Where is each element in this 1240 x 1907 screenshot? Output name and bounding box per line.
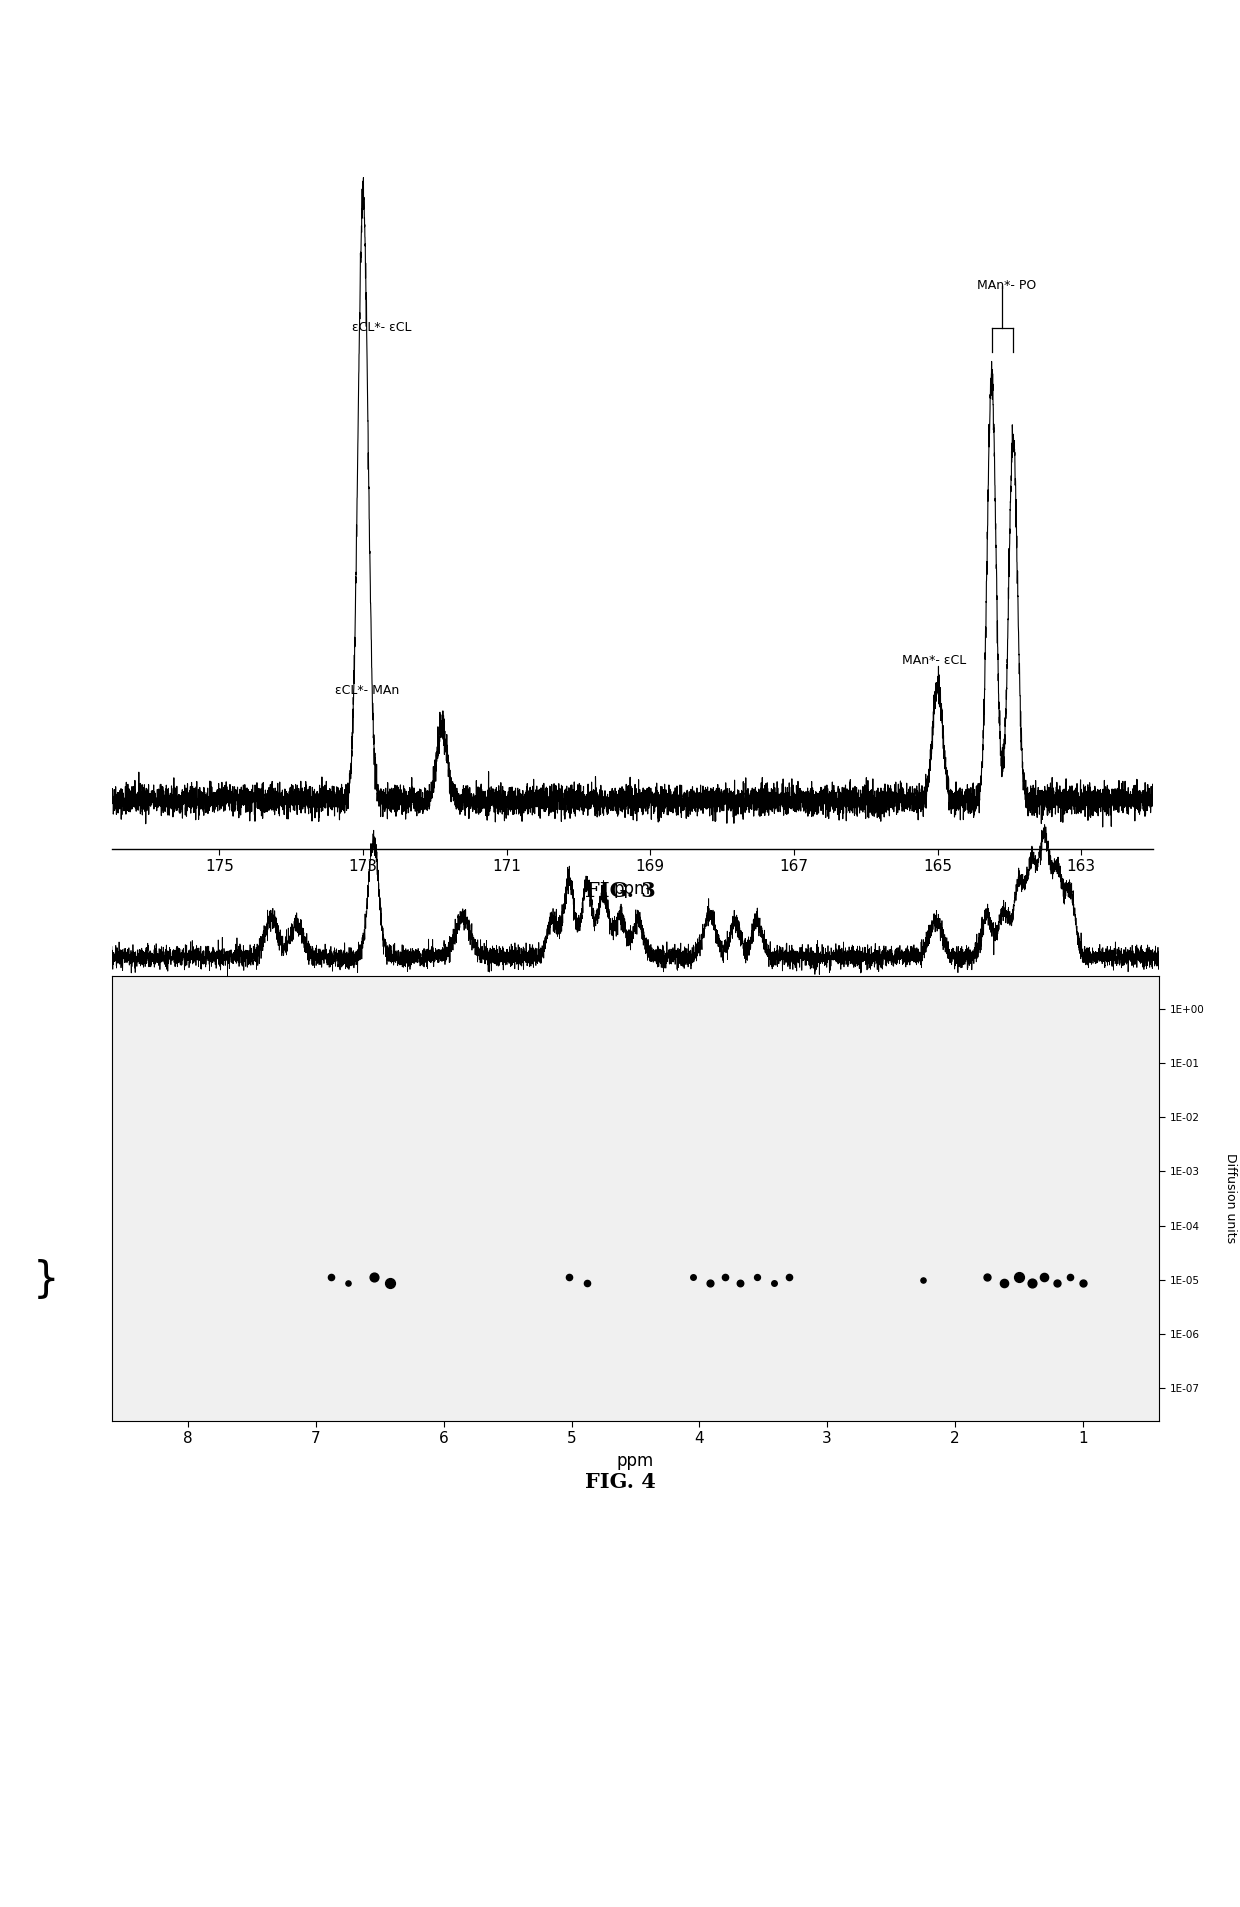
Text: MAn*- PO: MAn*- PO [977, 278, 1037, 292]
Point [913, 1264, 932, 1295]
Point [1073, 1268, 1092, 1299]
Point [559, 1262, 579, 1293]
Point [577, 1268, 596, 1299]
Point [764, 1268, 784, 1299]
Point [1034, 1262, 1054, 1293]
Point [339, 1268, 358, 1299]
Text: FIG. 4: FIG. 4 [584, 1472, 656, 1491]
Point [1022, 1268, 1042, 1299]
Point [1060, 1262, 1080, 1293]
Point [1009, 1262, 1029, 1293]
Text: MAn*- εCL: MAn*- εCL [901, 654, 966, 667]
Point [321, 1262, 341, 1293]
Point [977, 1262, 997, 1293]
Point [779, 1262, 799, 1293]
Point [683, 1262, 703, 1293]
Text: }: } [33, 1259, 60, 1301]
Text: εCL*- εCL: εCL*- εCL [352, 322, 412, 334]
X-axis label: ppm: ppm [616, 1451, 655, 1470]
Point [715, 1262, 735, 1293]
Point [746, 1262, 766, 1293]
Point [1048, 1268, 1068, 1299]
Point [993, 1268, 1013, 1299]
X-axis label: ppm: ppm [614, 879, 651, 898]
Y-axis label: Diffusion units: Diffusion units [1224, 1154, 1238, 1243]
Point [363, 1262, 383, 1293]
Point [730, 1268, 750, 1299]
Text: FIG. 3: FIG. 3 [584, 881, 656, 900]
Text: εCL*- MAn: εCL*- MAn [335, 685, 399, 698]
Point [381, 1268, 401, 1299]
Point [699, 1268, 719, 1299]
